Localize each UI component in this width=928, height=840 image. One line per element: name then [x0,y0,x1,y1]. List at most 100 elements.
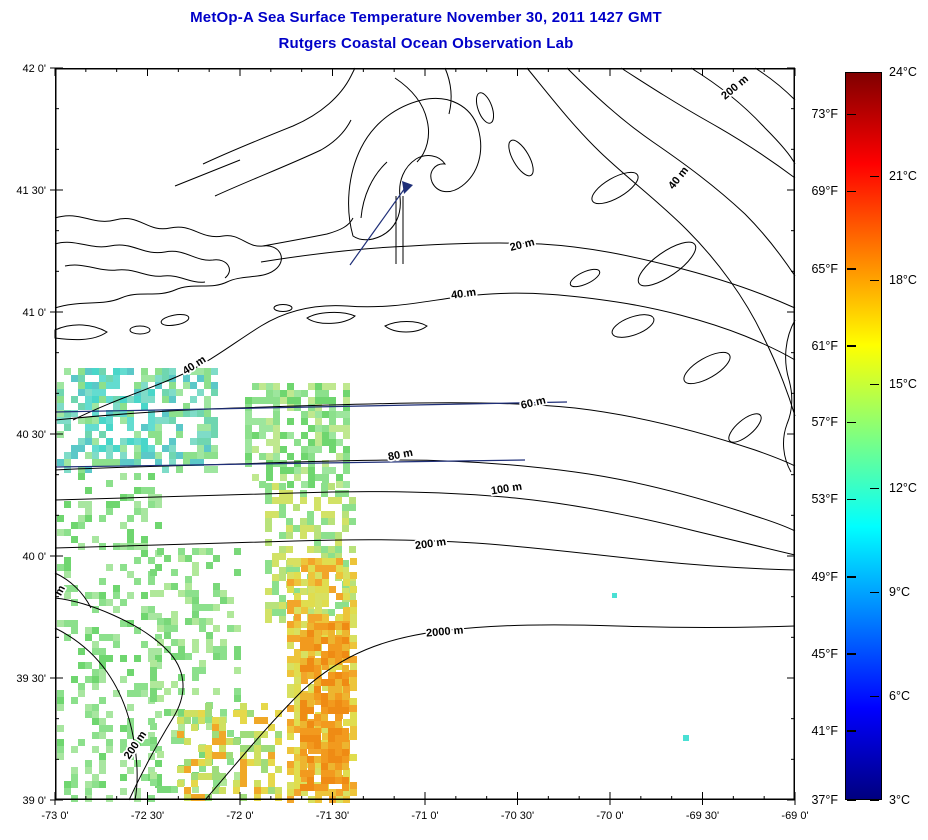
colorbar-tick [847,268,856,270]
sst-pixel [120,725,127,732]
sst-pixel [322,397,329,404]
sst-pixel [321,749,328,756]
sst-pixel [106,725,113,732]
sst-pixel [315,418,322,425]
sst-pixel [106,599,113,606]
sst-pixel [272,497,279,504]
sst-pixel [321,490,328,497]
sst-pixel [164,555,171,562]
sst-pixel [240,759,247,766]
sst-pixel [321,483,328,490]
sst-pixel [71,396,78,403]
sst-pixel [350,586,357,593]
sst-pixel [141,774,148,781]
sst-pixel [150,695,157,702]
sst-pixel [178,723,185,730]
sst-pixel [287,383,294,390]
sst-pixel [234,653,241,660]
sst-pixel [266,439,273,446]
sst-pixel [234,688,241,695]
sst-pixel [265,525,272,532]
sst-pixel [301,390,308,397]
sst-pixel [350,712,357,719]
sst-pixel [220,653,227,660]
sst-pixel [71,522,78,529]
sst-pixel [315,411,322,418]
sst-pixel [211,452,218,459]
sst-pixel [294,635,301,642]
sst-pixel [213,779,220,786]
sst-pixel [300,742,307,749]
coastline [175,160,240,186]
sst-pixel [300,700,307,707]
axis-ticks [50,67,796,805]
sst-pixel [612,593,617,598]
sst-pixel [315,593,322,600]
sst-pixel [162,396,169,403]
sst-pixel [350,558,357,565]
sst-pixel [315,768,322,775]
sst-pixel [57,382,64,389]
contour-label: 200 m [414,536,447,552]
sst-pixel [171,625,178,632]
sst-pixel [322,579,329,586]
sst-pixel [301,432,308,439]
sst-pixel [155,522,162,529]
sst-pixel [328,700,335,707]
sst-pixel [155,634,162,641]
sst-pixel [106,410,113,417]
sst-pixel [286,532,293,539]
sst-pixel [342,784,349,791]
sst-pixel [204,375,211,382]
sst-pixel [343,579,350,586]
sst-pixel [343,481,350,488]
sst-pixel [205,710,212,717]
sst-pixel [279,553,286,560]
sst-pixel [184,759,191,766]
sst-pixel [127,424,134,431]
sst-pixel [177,731,184,738]
sst-pixel [328,609,335,616]
sst-pixel [328,770,335,777]
sst-pixel [92,648,99,655]
sst-pixel [342,707,349,714]
sst-pixel [155,564,162,571]
sst-pixel [328,644,335,651]
sst-pixel [171,737,178,744]
sst-pixel [184,787,191,794]
sst-pixel [199,751,206,758]
sst-pixel [336,558,343,565]
sst-pixel [294,705,301,712]
sst-pixel [247,745,254,752]
sst-pixel [322,558,329,565]
sst-pixel [120,676,127,683]
sst-pixel [190,368,197,375]
sst-pixel [300,630,307,637]
sst-pixel [85,781,92,788]
sst-pixel [321,700,328,707]
sst-pixel [240,794,247,801]
sst-pixel [150,681,157,688]
colorbar-celsius-label: 9°C [889,585,910,599]
sst-pixel [169,368,176,375]
sst-pixel [350,733,357,740]
sst-pixel [342,665,349,672]
sst-pixel [321,651,328,658]
sst-pixel [113,403,120,410]
sst-pixel [99,676,106,683]
sst-pixel [220,646,227,653]
sst-pixel [204,396,211,403]
sst-pixel [266,418,273,425]
sst-pixel [120,459,127,466]
sst-pixel [294,754,301,761]
sst-pixel [328,532,335,539]
sst-pixel [190,410,197,417]
sst-pixel [328,658,335,665]
sst-pixel [315,600,322,607]
sst-pixel [150,772,157,779]
sst-pixel [287,453,294,460]
sst-pixel [127,543,134,550]
sst-pixel [127,396,134,403]
sst-pixel [336,411,343,418]
sst-pixel [199,765,206,772]
